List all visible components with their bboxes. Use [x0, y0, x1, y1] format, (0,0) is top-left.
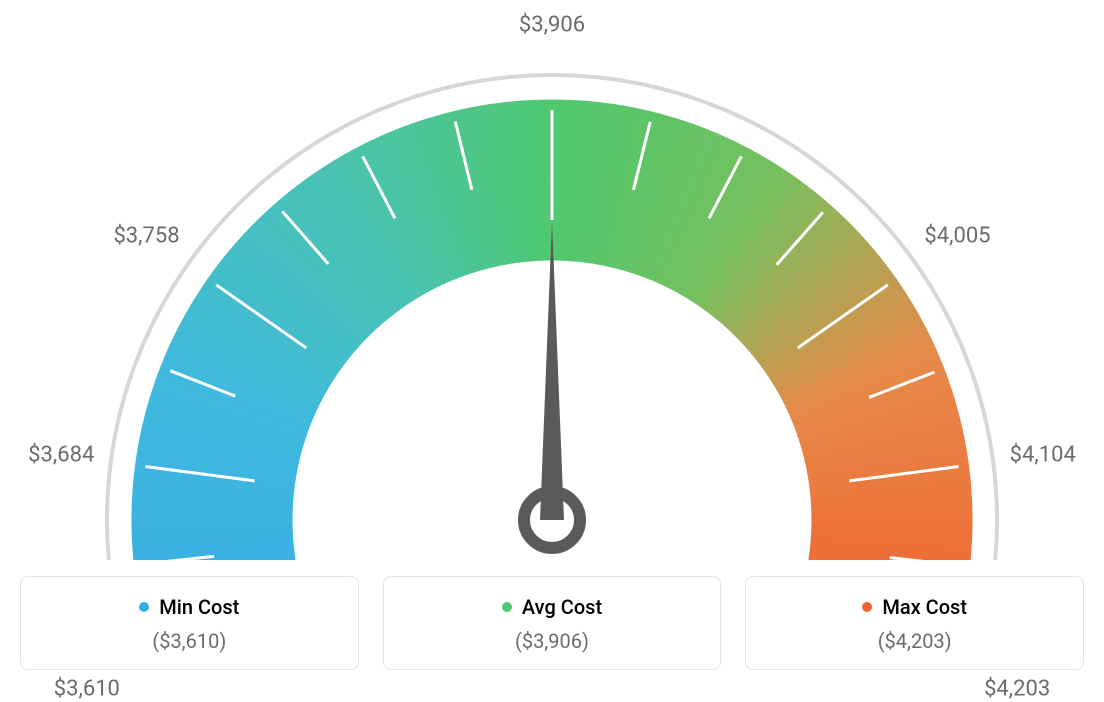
summary-cards: Min Cost ($3,610) Avg Cost ($3,906) Max … [20, 576, 1084, 670]
gauge-needle [540, 220, 564, 520]
avg-cost-value: ($3,906) [408, 629, 697, 653]
cost-gauge: $3,610$3,684$3,758$3,906$4,005$4,104$4,2… [20, 20, 1084, 560]
max-cost-card: Max Cost ($4,203) [745, 576, 1084, 670]
avg-cost-card: Avg Cost ($3,906) [383, 576, 722, 670]
gauge-tick-label: $4,203 [984, 677, 1050, 702]
max-cost-title: Max Cost [862, 595, 967, 619]
gauge-tick-label: $4,005 [924, 224, 990, 249]
max-dot-icon [862, 602, 872, 612]
max-cost-value: ($4,203) [770, 629, 1059, 653]
min-cost-title: Min Cost [139, 595, 239, 619]
gauge-tick-label: $3,758 [113, 224, 179, 249]
gauge-tick-label: $4,104 [1010, 443, 1076, 468]
gauge-svg [20, 20, 1084, 560]
gauge-tick-label: $3,684 [28, 443, 94, 468]
min-cost-card: Min Cost ($3,610) [20, 576, 359, 670]
min-cost-value: ($3,610) [45, 629, 334, 653]
avg-cost-label: Avg Cost [522, 595, 602, 619]
min-dot-icon [139, 602, 149, 612]
gauge-tick-label: $3,906 [519, 13, 585, 38]
gauge-tick-label: $3,610 [54, 677, 120, 702]
max-cost-label: Max Cost [882, 595, 967, 619]
min-cost-label: Min Cost [159, 595, 239, 619]
avg-dot-icon [502, 602, 512, 612]
avg-cost-title: Avg Cost [502, 595, 602, 619]
